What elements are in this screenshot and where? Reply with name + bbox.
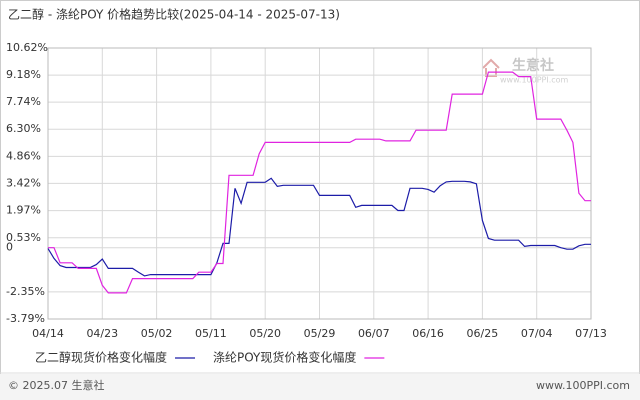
y-tick-label: 3.42% [6, 176, 41, 189]
x-tick-label: 04/14 [32, 327, 64, 340]
x-tick-label: 07/13 [575, 327, 607, 340]
chart-title: 乙二醇 - 涤纶POY 价格趋势比较(2025-04-14 - 2025-07-… [8, 7, 340, 22]
x-tick-label: 05/02 [141, 327, 173, 340]
x-tick-label: 07/04 [521, 327, 553, 340]
x-tick-label: 05/20 [249, 327, 281, 340]
y-tick-label: 10.62% [6, 41, 48, 54]
watermark-url: www.100PPI.com [500, 76, 569, 85]
y-tick-label: 0.53% [6, 231, 41, 244]
x-tick-label: 06/25 [467, 327, 499, 340]
y-tick-label: 7.74% [6, 95, 41, 108]
series-line [48, 71, 591, 294]
y-tick-label: 6.30% [6, 122, 41, 135]
footer-left: © 2025.07 生意社 [8, 378, 104, 392]
y-tick-label: -2.35% [6, 285, 45, 298]
y-tick-label: 4.86% [6, 149, 41, 162]
legend-label: 涤纶POY现货价格变化幅度 [213, 350, 356, 365]
y-tick-label: 0 [6, 241, 13, 254]
footer-bg [0, 374, 640, 400]
x-tick-label: 06/16 [412, 327, 444, 340]
footer-right: www.100PPI.com [536, 379, 630, 392]
watermark: 生意社 www.100PPI.com [482, 57, 569, 85]
y-tick-label: 9.18% [6, 68, 41, 81]
legend-label: 乙二醇现货价格变化幅度 [35, 350, 167, 365]
plot-border [47, 47, 592, 320]
x-tick-label: 04/23 [86, 327, 118, 340]
watermark-name: 生意社 [512, 57, 554, 74]
x-tick-label: 05/11 [195, 327, 227, 340]
x-tick-label: 06/07 [358, 327, 390, 340]
y-tick-label: 1.97% [6, 204, 41, 217]
x-tick-label: 05/29 [304, 327, 336, 340]
series-line [47, 177, 591, 277]
y-tick-label: -3.79% [6, 312, 45, 325]
